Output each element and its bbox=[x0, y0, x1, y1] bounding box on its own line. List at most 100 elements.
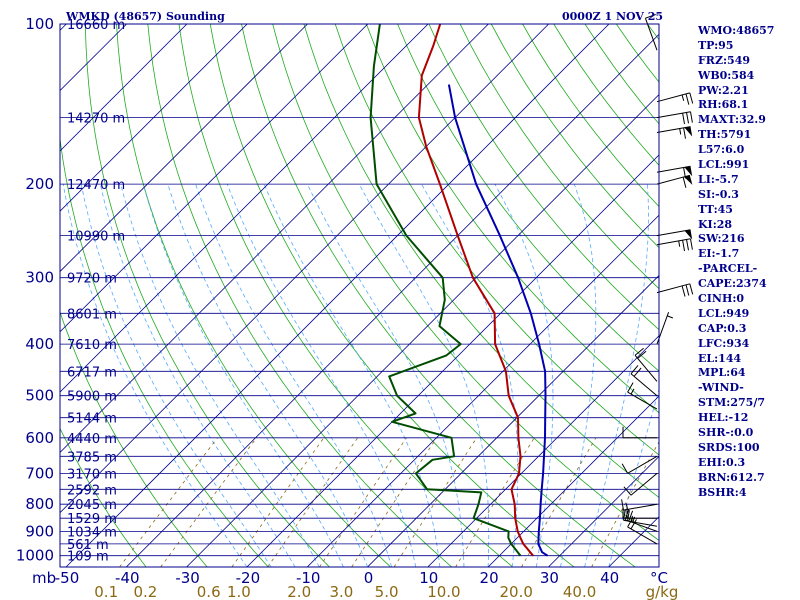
index-item: KI:28 bbox=[698, 217, 733, 231]
temp-tick-label: -20 bbox=[236, 569, 261, 587]
wind-barb bbox=[627, 517, 658, 545]
index-item: LCL:991 bbox=[698, 158, 750, 172]
temp-tick-label: 40 bbox=[600, 569, 619, 587]
temp-tick-label: -40 bbox=[115, 569, 140, 587]
pressure-label: 800 bbox=[25, 495, 54, 513]
dry-adiabat bbox=[178, 24, 514, 567]
index-item: TH:5791 bbox=[698, 128, 752, 142]
barb-flag bbox=[627, 517, 634, 528]
height-label: 5900 m bbox=[67, 390, 117, 405]
index-item: CINH:0 bbox=[698, 292, 745, 306]
wind-barb bbox=[656, 238, 693, 252]
height-label: 2045 m bbox=[67, 498, 117, 513]
barb-flag bbox=[624, 509, 630, 520]
height-label: 14270 m bbox=[67, 112, 125, 127]
height-label: 3785 m bbox=[67, 450, 117, 465]
isotherm bbox=[60, 24, 429, 393]
mixing-ratio-line bbox=[393, 437, 478, 567]
index-item: WB0:584 bbox=[698, 68, 755, 82]
barb-pennant bbox=[684, 126, 693, 137]
moist-adiabat bbox=[142, 183, 344, 567]
index-item: EL:144 bbox=[698, 351, 742, 365]
barb-half-flag bbox=[667, 315, 674, 319]
pressure-unit-label: mb bbox=[32, 569, 56, 587]
indices-panel: WMO:48657 TP:95 FRZ:549 WB0:584 PW:2.21 RH:68… bbox=[698, 24, 798, 501]
mixing-ratio-line bbox=[591, 440, 659, 567]
wind-barb bbox=[634, 347, 658, 382]
wind-barb bbox=[656, 111, 693, 125]
isotherm bbox=[0, 24, 6, 567]
barb-flag bbox=[627, 510, 630, 522]
index-item: SHR-:0.0 bbox=[698, 426, 754, 440]
isotherm bbox=[126, 33, 659, 567]
barb-staff bbox=[630, 373, 658, 397]
barb-half-flag bbox=[679, 128, 682, 135]
wind-barb bbox=[656, 174, 693, 188]
barb-flag bbox=[682, 240, 685, 252]
dry-adiabat bbox=[366, 24, 659, 414]
wind-barb bbox=[656, 283, 694, 297]
mixing-ratio-label: 0.1 bbox=[94, 583, 118, 600]
index-item: HEL:-12 bbox=[698, 411, 749, 425]
mixing-ratio-label: 1.0 bbox=[227, 583, 251, 600]
index-item: LI:-5.7 bbox=[698, 172, 739, 186]
barb-flag bbox=[690, 238, 693, 250]
dry-adiabat bbox=[459, 24, 659, 290]
background-grid bbox=[0, 24, 659, 567]
dry-adiabat bbox=[60, 310, 208, 567]
isotherm bbox=[60, 24, 549, 514]
barb-staff bbox=[656, 126, 691, 133]
height-label: 1034 m bbox=[67, 525, 117, 540]
dry-adiabat bbox=[428, 24, 659, 331]
barb-flag bbox=[690, 111, 693, 123]
wind-barbs bbox=[621, 14, 694, 545]
moist-adiabat bbox=[195, 183, 392, 567]
temp-tick-label: 20 bbox=[480, 569, 499, 587]
mixing-ratio-label: 5.0 bbox=[375, 583, 399, 600]
height-label: 6717 m bbox=[67, 365, 117, 380]
barb-flag bbox=[685, 284, 690, 296]
pressure-label: 200 bbox=[25, 175, 54, 193]
moist-adiabat bbox=[494, 183, 554, 567]
isotherm bbox=[60, 24, 369, 333]
moist-adiabat bbox=[120, 184, 320, 567]
mixing-ratio-line bbox=[267, 437, 359, 567]
mixing-ratio-line bbox=[319, 437, 407, 567]
index-item: BSHR:4 bbox=[698, 485, 747, 499]
mixing-ratio-line bbox=[119, 437, 218, 567]
barb-flag bbox=[627, 382, 634, 393]
temp-tick-label: -10 bbox=[296, 569, 321, 587]
barb-flag bbox=[623, 509, 626, 521]
index-item: RH:68.1 bbox=[698, 98, 749, 112]
temp-tick-label: -30 bbox=[175, 569, 200, 587]
barb-staff bbox=[656, 283, 690, 294]
wind-barb bbox=[621, 455, 658, 474]
pressure-label: 100 bbox=[25, 15, 54, 33]
mixing-ratio-label: 2.0 bbox=[287, 583, 311, 600]
index-item: -WIND- bbox=[698, 381, 744, 395]
isotherm bbox=[487, 395, 659, 567]
mixing-ratio-line bbox=[231, 437, 325, 567]
isotherm bbox=[60, 24, 308, 273]
barb-flag bbox=[623, 486, 632, 496]
isotherm bbox=[60, 24, 248, 212]
height-label: 1529 m bbox=[67, 512, 117, 527]
barb-staff bbox=[623, 503, 658, 511]
index-item: MPL:64 bbox=[698, 366, 746, 380]
index-item: LCL:949 bbox=[698, 306, 750, 320]
parcel-line bbox=[447, 84, 549, 557]
barb-flag bbox=[681, 285, 686, 297]
mixing-ratio-label: 0.6 bbox=[197, 583, 221, 600]
moist-adiabat bbox=[167, 183, 368, 567]
wind-barb bbox=[656, 229, 693, 240]
barb-flag bbox=[634, 347, 644, 356]
height-label: 7610 m bbox=[67, 338, 117, 353]
wind-barb bbox=[627, 382, 658, 410]
barb-flag bbox=[685, 93, 690, 105]
mixing-ratio-label: 3.0 bbox=[329, 583, 353, 600]
chart-title: WMKD (48657) Sounding bbox=[65, 10, 225, 23]
isotherm bbox=[60, 24, 67, 31]
moist-adiabat bbox=[80, 184, 272, 567]
index-item: SW:216 bbox=[698, 232, 745, 246]
